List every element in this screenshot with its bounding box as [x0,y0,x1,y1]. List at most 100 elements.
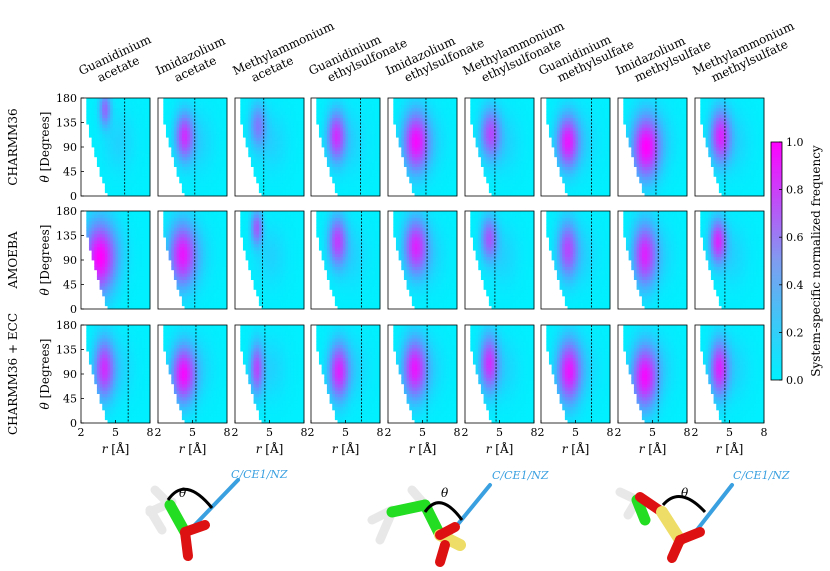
heatmap-cell [500,140,503,144]
heatmap-cell [291,180,294,184]
heatmap-cell [568,140,571,144]
heatmap-cell [513,144,516,148]
heatmap-cell [634,137,637,141]
heatmap-cell [256,147,259,151]
heatmap-cell [356,180,359,184]
heatmap-cell [631,121,634,125]
heatmap-cell [583,167,586,171]
heatmap-cell [436,118,439,122]
heatmap-cell [526,144,529,148]
heatmap-cell [583,131,586,135]
heatmap-cell [131,183,134,187]
heatmap-cell [529,108,532,112]
heatmap-cell [565,118,568,122]
heatmap-cell [94,98,97,102]
heatmap-cell [280,127,283,131]
heatmap-cell [599,154,602,158]
heatmap-cell [404,150,407,154]
heatmap-cell [206,121,209,125]
heatmap-cell [446,183,449,187]
heatmap-cell [94,114,97,118]
heatmap-cell [626,101,629,105]
heatmap-cell [478,154,481,158]
heatmap-cell [367,180,370,184]
heatmap-cell [671,134,674,138]
heatmap-cell [277,180,280,184]
heatmap-cell [195,127,198,131]
heatmap-cell [653,140,656,144]
heatmap-cell [332,150,335,154]
heatmap-cell [198,150,201,154]
heatmap-cell [346,140,349,144]
heatmap-cell [102,108,105,112]
heatmap-cell [560,121,563,125]
heatmap-cell [639,127,642,131]
heatmap-cell [415,127,418,131]
heatmap-cell [529,186,532,190]
heatmap-cell [666,163,669,167]
heatmap-cell [142,127,145,131]
heatmap-cell [552,131,555,135]
heatmap-cell [270,163,273,167]
heatmap-cell [348,189,351,193]
heatmap-cell [256,167,259,171]
heatmap-cell [505,144,508,148]
heatmap-cell [129,160,132,164]
heatmap-cell [129,105,132,109]
heatmap-cell [486,157,489,161]
heatmap-cell [412,114,415,118]
heatmap-cell [552,108,555,112]
heatmap-cell [489,173,492,177]
heatmap-cell [351,186,354,190]
heatmap-cell [200,170,203,174]
heatmap-cell [671,173,674,177]
heatmap-cell [409,163,412,167]
heatmap-cell [256,111,259,115]
heatmap-cell [296,108,299,112]
heatmap-cell [182,147,185,151]
heatmap-cell [423,176,426,180]
heatmap-cell [319,127,322,131]
heatmap-cell [137,176,140,180]
heatmap-cell [89,121,92,125]
heatmap-cell [602,186,605,190]
heatmap-cell [364,134,367,138]
heatmap-cell [562,170,565,174]
heatmap-cell [473,124,476,128]
heatmap-cell [668,144,671,148]
heatmap-cell [576,140,579,144]
heatmap-cell [476,121,479,125]
heatmap-cell [446,105,449,109]
heatmap-cell [518,140,521,144]
heatmap-cell [658,144,661,148]
heatmap-cell [275,101,278,105]
heatmap-cell [660,131,663,135]
heatmap-cell [473,134,476,138]
heatmap-cell [299,131,302,135]
heatmap-cell [438,137,441,141]
heatmap-cell [254,167,257,171]
heatmap-cell [446,186,449,190]
heatmap-cell [452,173,455,177]
heatmap-cell [332,154,335,158]
heatmap-cell [118,101,121,105]
heatmap-cell [497,157,500,161]
heatmap-cell [338,124,341,128]
heatmap-cell [650,137,653,141]
heatmap-cell [554,108,557,112]
heatmap-cell [446,124,449,128]
heatmap-cell [444,150,447,154]
heatmap-cell [285,127,288,131]
heatmap-cell [486,150,489,154]
heatmap-cell [177,140,180,144]
heatmap-cell [489,137,492,141]
heatmap-cell [602,173,605,177]
heatmap-cell [573,98,576,102]
heatmap-cell [666,160,669,164]
heatmap-cell [208,127,211,131]
heatmap-cell [219,189,222,193]
heatmap-cell [597,183,600,187]
heatmap-cell [139,124,142,128]
heatmap-cell [452,170,455,174]
heatmap-cell [660,111,663,115]
